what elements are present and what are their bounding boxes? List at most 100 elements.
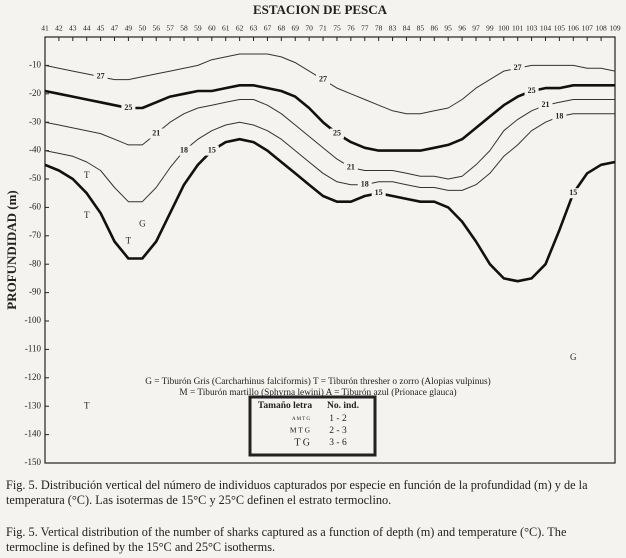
x-tick-label: 86 xyxy=(431,24,439,33)
isotherm-label-bg xyxy=(538,100,553,111)
x-tick-label: 61 xyxy=(222,24,230,33)
isotherm-label-bg xyxy=(329,128,344,139)
isotherm-label: 27 xyxy=(97,72,105,81)
x-tick-label: 62 xyxy=(236,24,244,33)
isotherm-label-bg xyxy=(524,85,539,96)
y-tick-label: -80 xyxy=(29,258,41,268)
isotherm-label: 15 xyxy=(208,145,216,154)
size-count: 1 - 2 xyxy=(329,414,347,424)
shark-symbol: T xyxy=(84,210,90,220)
shark-symbol: G xyxy=(570,352,577,362)
shark-symbol: T xyxy=(84,400,90,410)
x-tick-label: 76 xyxy=(347,24,355,33)
caption-es: Fig. 5. Distribución vertical del número… xyxy=(6,478,588,507)
x-tick-label: 44 xyxy=(83,24,91,33)
size-table-header: Tamaño letra xyxy=(258,401,313,411)
x-tick-label: 49 xyxy=(125,24,133,33)
legend-line: G = Tiburón Gris (Carcharhinus falciform… xyxy=(145,376,491,387)
shark-symbol: G xyxy=(139,219,146,229)
isotherm-label-bg xyxy=(149,128,164,139)
isotherm-label: 21 xyxy=(541,100,549,109)
chart: ESTACION DE PESCA PROFUNDIDAD (m) 41 42 43… xyxy=(4,2,621,467)
size-count: 2 - 3 xyxy=(329,426,347,436)
isotherm xyxy=(44,99,615,180)
caption-en: Fig. 5. Vertical distribution of the num… xyxy=(6,525,567,554)
x-tick-label: 56 xyxy=(152,24,160,33)
shark-symbol: T xyxy=(126,236,132,246)
y-axis-label: PROFUNDIDAD (m) xyxy=(4,190,19,310)
y-tick-label: -140 xyxy=(25,429,42,439)
x-tick-label: 69 xyxy=(291,24,299,33)
size-sample: A M T G xyxy=(292,417,310,422)
isotherm-label-bg xyxy=(121,103,136,113)
x-tick-label: 99 xyxy=(486,24,494,33)
x-tick-label: 58 xyxy=(180,24,188,33)
x-tick-label: 85 xyxy=(417,24,425,33)
isotherm-label-bg xyxy=(357,179,372,190)
isotherm-label-bg xyxy=(93,71,108,82)
x-tick-label: 95 xyxy=(444,24,452,33)
isotherm-label: 25 xyxy=(333,128,341,137)
x-tick-label: 84 xyxy=(403,24,411,33)
y-tick-label: -150 xyxy=(25,457,42,467)
x-tick-label: 70 xyxy=(305,24,313,33)
x-tick-label: 105 xyxy=(554,24,566,33)
y-tick-label: -70 xyxy=(29,230,41,240)
y-tick-label: -120 xyxy=(25,372,42,382)
isotherm-label-bg xyxy=(371,188,386,199)
y-tick-label: -20 xyxy=(29,88,41,98)
x-tick-label: 104 xyxy=(540,24,552,33)
isotherm-label-bg xyxy=(566,188,581,199)
x-tick-label: 77 xyxy=(361,24,369,33)
x-tick-label: 67 xyxy=(264,24,272,33)
x-tick-label: 47 xyxy=(111,24,119,33)
x-tick-label: 83 xyxy=(389,24,397,33)
x-tick-label: 108 xyxy=(595,24,607,33)
y-tick-label: -40 xyxy=(29,145,41,155)
x-tick-label: 68 xyxy=(278,24,286,33)
x-tick-label: 107 xyxy=(582,24,594,33)
x-tick-label: 71 xyxy=(319,24,327,33)
y-tick-label: -130 xyxy=(25,400,42,410)
isotherm-label: 15 xyxy=(569,188,577,197)
size-table-header: No. ind. xyxy=(327,401,359,411)
x-tick-label: 45 xyxy=(97,24,105,33)
isotherm-label-bg xyxy=(343,162,358,173)
x-tick-label: 50 xyxy=(139,24,147,33)
size-sample: T G xyxy=(294,437,310,448)
x-tick-label: 106 xyxy=(568,24,580,33)
shark-symbol: T xyxy=(84,170,90,180)
x-tick-label: 100 xyxy=(498,24,510,33)
isotherm-label: 25 xyxy=(124,103,132,112)
y-tick-label: -30 xyxy=(29,116,41,126)
y-tick-label: -50 xyxy=(29,173,41,183)
size-count: 3 - 6 xyxy=(329,438,347,448)
isotherm xyxy=(44,137,616,283)
x-tick-label: 109 xyxy=(609,24,621,33)
isotherm-label: 15 xyxy=(375,188,383,197)
y-tick-label: -10 xyxy=(29,59,41,69)
isotherm-label-bg xyxy=(177,145,192,156)
x-tick-label: 101 xyxy=(512,24,524,33)
x-tick-label: 63 xyxy=(250,24,258,33)
isotherm-label: 18 xyxy=(361,180,369,189)
isotherm-label: 27 xyxy=(514,63,522,72)
y-tick-label: -100 xyxy=(25,315,42,325)
x-tick-label: 59 xyxy=(194,24,202,33)
x-tick-label: 78 xyxy=(375,24,383,33)
x-tick-label: 103 xyxy=(526,24,538,33)
isotherm-label: 18 xyxy=(555,111,563,120)
y-tick-label: -90 xyxy=(29,287,41,297)
isotherm xyxy=(44,84,615,152)
isotherm-label: 21 xyxy=(347,162,355,171)
x-tick-label: 75 xyxy=(333,24,341,33)
isotherm-label-bg xyxy=(316,74,331,85)
x-tick-label: 57 xyxy=(166,24,174,33)
size-table-box xyxy=(248,395,377,457)
plot-frame xyxy=(44,36,616,464)
isotherm-label-bg xyxy=(204,145,219,156)
x-tick-label: 60 xyxy=(208,24,216,33)
x-tick-label: 43 xyxy=(69,24,77,33)
isotherm-label: 27 xyxy=(319,74,327,83)
